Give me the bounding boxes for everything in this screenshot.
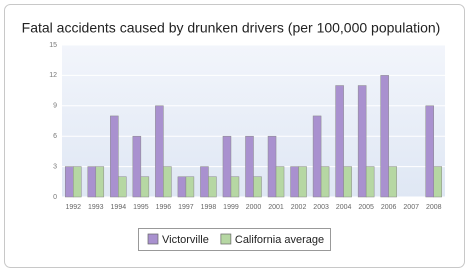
bar: [95, 166, 105, 198]
y-tick-label: 15: [49, 42, 57, 49]
bar: [433, 166, 442, 198]
bar: [200, 166, 209, 198]
y-tick-label: 6: [53, 133, 57, 140]
bar: [388, 166, 397, 198]
x-tick-label: 1994: [111, 204, 127, 211]
x-tick-label: 2003: [313, 204, 329, 211]
x-tick-label: 1999: [223, 204, 239, 211]
bar: [163, 166, 172, 198]
bar: [140, 176, 150, 198]
legend-label: Victorville: [162, 234, 209, 246]
bar: [110, 115, 119, 198]
bar: [208, 176, 217, 198]
x-tick-label: 2006: [381, 204, 397, 211]
bar: [312, 115, 322, 198]
y-tick-label: 9: [53, 103, 57, 110]
bar: [357, 85, 367, 198]
bar: [177, 176, 187, 198]
x-tick-label: 2007: [403, 204, 419, 211]
bar: [185, 176, 195, 198]
legend-swatch: [220, 233, 232, 245]
bar: [343, 166, 352, 198]
x-tick-label: 1993: [88, 204, 104, 211]
x-tick-label: 1992: [65, 204, 81, 211]
x-tick-label: 2001: [268, 204, 284, 211]
x-tick-label: 2002: [291, 204, 307, 211]
bar: [155, 105, 164, 198]
bar: [132, 135, 142, 198]
x-tick-label: 2005: [358, 204, 374, 211]
bar: [222, 135, 232, 198]
x-tick-label: 1995: [133, 204, 149, 211]
bar: [320, 166, 330, 198]
legend-swatch: [147, 233, 159, 245]
x-tick-label: 2008: [426, 204, 442, 211]
x-tick-label: 1998: [201, 204, 217, 211]
y-tick-label: 3: [53, 163, 57, 170]
y-tick-label: 12: [49, 72, 57, 79]
bar: [230, 176, 240, 198]
x-tick-label: 2000: [246, 204, 262, 211]
bar: [87, 166, 97, 198]
bar: [73, 166, 82, 198]
x-tick-label: 2004: [336, 204, 352, 211]
bar: [335, 85, 344, 198]
legend-label: California average: [235, 234, 324, 246]
chart-title: Fatal accidents caused by drunken driver…: [22, 20, 441, 36]
bar: [245, 135, 254, 198]
bar: [298, 166, 307, 198]
bar: [380, 75, 389, 198]
bar: [65, 166, 74, 198]
bar: [425, 105, 434, 198]
bar: [253, 176, 262, 198]
bar: [267, 135, 277, 198]
bar: [365, 166, 375, 198]
bar: [275, 166, 285, 198]
legend: [138, 228, 331, 251]
x-tick-label: 1996: [156, 204, 172, 211]
x-tick-label: 1997: [178, 204, 194, 211]
y-tick-label: 0: [53, 194, 57, 201]
bar: [118, 176, 127, 198]
bar: [290, 166, 299, 198]
